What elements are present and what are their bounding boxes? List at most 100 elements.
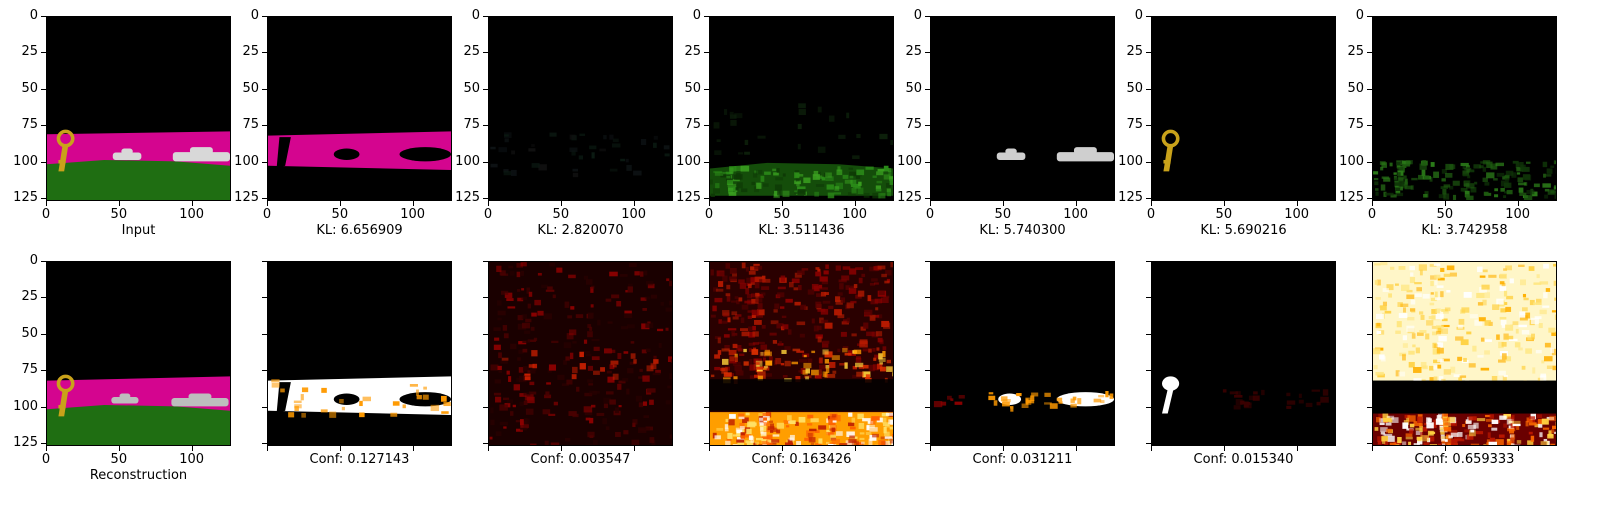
x-tick	[1517, 201, 1519, 206]
y-tick-label: 0	[250, 8, 259, 23]
green-ground	[47, 159, 230, 200]
x-tick	[191, 446, 193, 451]
panel-caption: KL: 2.820070	[537, 223, 624, 238]
y-tick-label: 0	[1355, 8, 1364, 23]
y-tick	[483, 161, 488, 163]
y-tick	[1146, 333, 1151, 335]
magenta-mask	[268, 131, 451, 170]
y-tick	[1146, 297, 1151, 299]
image-panel	[709, 16, 894, 201]
x-tick	[1151, 446, 1152, 451]
y-tick-label: 0	[29, 8, 38, 23]
y-tick	[41, 161, 46, 163]
x-tick	[1517, 446, 1519, 451]
y-tick-label: 0	[692, 8, 701, 23]
x-tick	[1002, 446, 1004, 451]
heatmap-panel	[267, 261, 452, 446]
y-tick-label: 25	[21, 44, 38, 60]
x-tick-label: 100	[179, 452, 205, 467]
key-object	[1161, 129, 1180, 172]
x-tick	[1372, 201, 1373, 206]
x-tick	[488, 446, 489, 451]
green-texture	[710, 165, 893, 199]
y-tick	[1367, 52, 1372, 54]
heatmap-panel	[46, 261, 231, 446]
heatmap-panel	[1151, 261, 1336, 446]
y-tick-label: 125	[1118, 190, 1143, 206]
y-tick	[483, 16, 488, 17]
y-tick-label: 100	[676, 153, 701, 169]
x-tick-label: 50	[552, 207, 570, 222]
x-tick	[1372, 446, 1373, 451]
y-tick-label: 25	[21, 289, 38, 305]
y-tick	[925, 161, 930, 163]
y-tick	[262, 406, 267, 408]
y-tick	[262, 161, 267, 163]
x-tick-label: 100	[1284, 207, 1310, 222]
x-tick-label: 100	[400, 207, 426, 222]
y-tick	[1367, 88, 1372, 90]
panel-caption: KL: 3.742958	[1421, 223, 1508, 238]
y-tick	[483, 261, 488, 262]
y-tick	[483, 125, 488, 127]
y-tick	[704, 443, 709, 445]
car-object	[112, 148, 142, 160]
y-tick	[262, 297, 267, 299]
y-tick	[262, 443, 267, 445]
y-tick-label: 50	[463, 80, 480, 96]
truck-object	[171, 393, 229, 407]
car-hole	[333, 148, 360, 160]
panel-caption: KL: 5.740300	[979, 223, 1066, 238]
x-tick	[339, 446, 341, 451]
y-tick-label: 50	[684, 80, 701, 96]
key-hole	[276, 382, 291, 414]
y-tick	[1146, 406, 1151, 408]
y-tick-label: 0	[1134, 8, 1143, 23]
y-tick-label: 50	[21, 325, 38, 341]
panel-caption: KL: 5.690216	[1200, 223, 1287, 238]
y-tick-label: 75	[463, 117, 480, 133]
y-tick	[704, 198, 709, 200]
y-tick-label: 125	[455, 190, 480, 206]
y-tick	[262, 52, 267, 54]
y-tick	[262, 16, 267, 17]
y-tick-label: 125	[234, 190, 259, 206]
background	[268, 262, 451, 445]
x-tick	[854, 446, 856, 451]
heatmap-panel	[930, 261, 1115, 446]
x-tick-label: 100	[179, 207, 205, 222]
y-tick	[1146, 261, 1151, 262]
y-tick-label: 100	[455, 153, 480, 169]
y-tick-label: 25	[1126, 44, 1143, 60]
y-tick-label: 75	[905, 117, 922, 133]
y-tick	[1367, 370, 1372, 372]
y-tick	[1146, 88, 1151, 90]
x-tick-label: 0	[41, 452, 51, 467]
image-panel	[930, 16, 1115, 201]
key-object	[56, 129, 75, 172]
y-tick	[925, 125, 930, 127]
y-tick	[41, 198, 46, 200]
y-tick	[704, 370, 709, 372]
y-tick	[483, 443, 488, 445]
y-tick-label: 125	[676, 190, 701, 206]
y-tick-label: 0	[913, 8, 922, 23]
x-tick	[46, 201, 47, 206]
heat-noise	[489, 262, 672, 445]
y-tick-label: 75	[242, 117, 259, 133]
x-tick	[412, 201, 414, 206]
y-tick	[41, 88, 46, 90]
x-tick	[267, 201, 268, 206]
y-tick-label: 0	[29, 253, 38, 268]
x-tick	[1223, 201, 1225, 206]
x-tick	[930, 201, 931, 206]
y-tick-label: 50	[242, 80, 259, 96]
key-shaft	[1162, 389, 1174, 414]
image-panel	[1151, 16, 1336, 201]
car-object	[111, 393, 139, 404]
y-tick	[704, 52, 709, 54]
faint-residue	[713, 103, 893, 160]
y-tick	[1146, 443, 1151, 445]
y-tick	[41, 443, 46, 445]
x-tick-label: 0	[483, 207, 493, 222]
